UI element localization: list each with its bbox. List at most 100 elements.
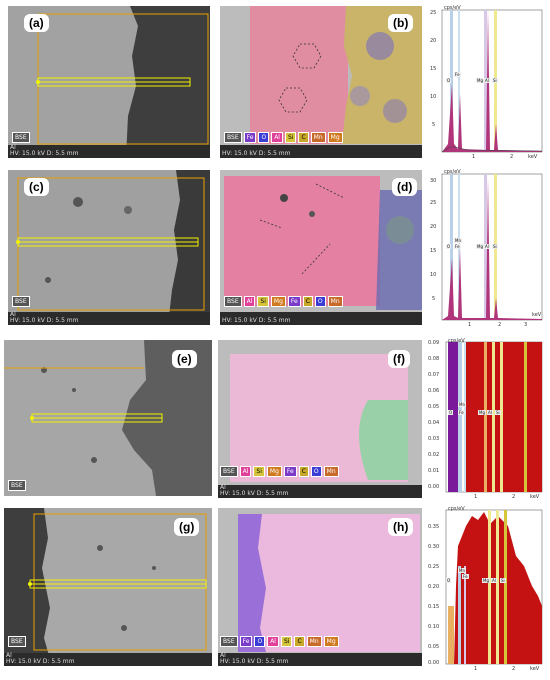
peak-label: Fe (462, 574, 469, 579)
panel-a-bse-image: (a) BSE Al HV: 15.0 kV D: 5.5 mm (8, 6, 210, 158)
legend-chip-o: O (258, 132, 270, 143)
image-footer: HV: 15.0 kV D: 5.5 mm (220, 312, 422, 325)
bse-chip: BSE (224, 132, 242, 143)
eds-spectrum-1: cps/eV 25 20 15 10 5 1 2 keV O Fe Mg Al … (428, 4, 546, 164)
peak-label: Si (492, 244, 498, 249)
panel-h-element-map: (h) BSE Fe O Al Si C Mn Mg Al HV: 15.0 kV… (218, 508, 422, 666)
legend-chip-o: O (254, 636, 266, 647)
bse-chip: BSE (220, 636, 238, 647)
image-footer: Al HV: 15.0 kV D: 5.5 mm (8, 312, 210, 325)
bse-chip: BSE (224, 296, 242, 307)
spectrum-plot (445, 341, 543, 493)
x-tick: 2 (512, 494, 516, 500)
legend-chip-mn: Mn (323, 466, 339, 477)
spectrum-plot (441, 173, 543, 321)
panel-f-element-map: (f) BSE Al Si Mg Fe C O Mn Al HV: 15.0 kV… (218, 340, 422, 498)
bse-chip: BSE (12, 296, 30, 307)
image-footer: Al HV: 15.0 kV D: 5.5 mm (218, 653, 422, 666)
panel-label: (h) (388, 518, 414, 536)
y-tick: 25 (430, 10, 437, 16)
legend-chip-si: Si (280, 636, 293, 647)
eds-spectrum-2: cps/eV 30 25 20 15 10 5 1 2 3 keV O Mn F… (428, 168, 546, 332)
spectrum-plot (441, 9, 543, 153)
legend-chip-c: C (298, 466, 309, 477)
y-tick: 10 (430, 94, 437, 100)
y-tick: 0.07 (428, 372, 440, 378)
panel-label: (d) (392, 178, 418, 196)
panel-b-element-map: (b) BSE Fe O Al Si C Mn Mg HV: 15.0 kV D… (220, 6, 422, 158)
y-tick: 30 (430, 178, 437, 184)
y-unit-label: cps/eV (448, 338, 465, 344)
x-tick: 1 (472, 154, 476, 160)
legend-chip-al: Al (271, 132, 283, 143)
y-tick: 0.04 (428, 420, 440, 426)
panel-b-overlay (220, 6, 422, 158)
panel-label: (e) (172, 350, 197, 368)
x-tick: 2 (498, 322, 502, 328)
y-unit-label: cps/eV (448, 506, 465, 512)
peak-label: O (446, 244, 452, 249)
spectrum-plot (445, 509, 543, 665)
peak-label: Mg (476, 78, 484, 83)
y-tick: 0.00 (428, 660, 440, 666)
element-legend: BSE Fe O Al Si C Mn Mg (220, 636, 339, 647)
y-tick: 0.03 (428, 436, 440, 442)
peak-label: Fe (454, 72, 461, 77)
legend-chip-o: O (314, 296, 326, 307)
y-tick: 0.05 (428, 644, 440, 650)
peak-label: Mn (458, 402, 466, 407)
legend-chip-mn: Mn (310, 132, 326, 143)
y-tick: 0.05 (428, 404, 440, 410)
peak-label: Al (487, 410, 493, 415)
eds-spectrum-4: cps/eV 0.35 0.30 0.25 0.20 0.15 0.10 0.0… (428, 506, 546, 676)
legend-chip-si: Si (284, 132, 297, 143)
y-unit-label: cps/eV (444, 5, 461, 11)
bse-chip: BSE (8, 636, 26, 647)
legend-chip-fe: Fe (239, 636, 253, 647)
legend-chip-fe: Fe (287, 296, 301, 307)
y-tick: 0.02 (428, 452, 440, 458)
peak-label: Fe (458, 410, 465, 415)
y-tick: 0.15 (428, 604, 440, 610)
y-tick: 20 (430, 224, 437, 230)
panel-label: (b) (388, 14, 414, 32)
y-tick: 0.35 (428, 524, 440, 530)
y-tick: 0.01 (428, 468, 440, 474)
image-footer: Al HV: 15.0 kV D: 5.5 mm (218, 485, 422, 498)
y-tick: 0.30 (428, 544, 440, 550)
legend-chip-al: Al (239, 466, 252, 477)
y-tick: 20 (430, 38, 437, 44)
element-legend: BSE Fe O Al Si C Mn Mg (224, 132, 343, 143)
y-tick: 0.09 (428, 340, 440, 346)
panel-d-element-map: (d) BSE Al Si Mg Fe C O Mn HV: 15.0 kV D… (220, 170, 422, 325)
element-legend: BSE Al Si Mg Fe C O Mn (224, 296, 343, 307)
peak-label: Al (484, 244, 490, 249)
panel-d-overlay (220, 170, 422, 325)
x-unit-label: keV (530, 666, 540, 672)
x-unit-label: keV (530, 494, 540, 500)
y-tick: 0.25 (428, 564, 440, 570)
y-tick: 15 (430, 248, 437, 254)
peak-label: O (446, 578, 452, 583)
peak-label: O (446, 78, 452, 83)
y-tick: 25 (430, 200, 437, 206)
peak-label: Mg (478, 410, 486, 415)
y-tick: 10 (430, 272, 437, 278)
panel-e-bse-image: (e) BSE (4, 340, 212, 496)
bse-chip: BSE (8, 480, 26, 491)
y-tick: 0.20 (428, 584, 440, 590)
legend-chip-si: Si (253, 466, 265, 477)
peak-label: O (448, 410, 454, 415)
x-tick: 3 (524, 322, 528, 328)
y-tick: 0.06 (428, 388, 440, 394)
legend-chip-mg: Mg (270, 296, 286, 307)
y-tick: 0.10 (428, 624, 440, 630)
y-tick: 5 (432, 296, 436, 302)
image-footer: HV: 15.0 kV D: 5.5 mm (220, 145, 422, 158)
y-tick: 0.00 (428, 484, 440, 490)
image-footer: Al HV: 15.0 kV D: 5.5 mm (4, 653, 212, 666)
bse-chip: BSE (220, 466, 238, 477)
y-tick: 15 (430, 66, 437, 72)
legend-chip-mg: Mg (323, 636, 339, 647)
panel-g-bse-image: (g) BSE Al HV: 15.0 kV D: 5.5 mm (4, 508, 212, 666)
